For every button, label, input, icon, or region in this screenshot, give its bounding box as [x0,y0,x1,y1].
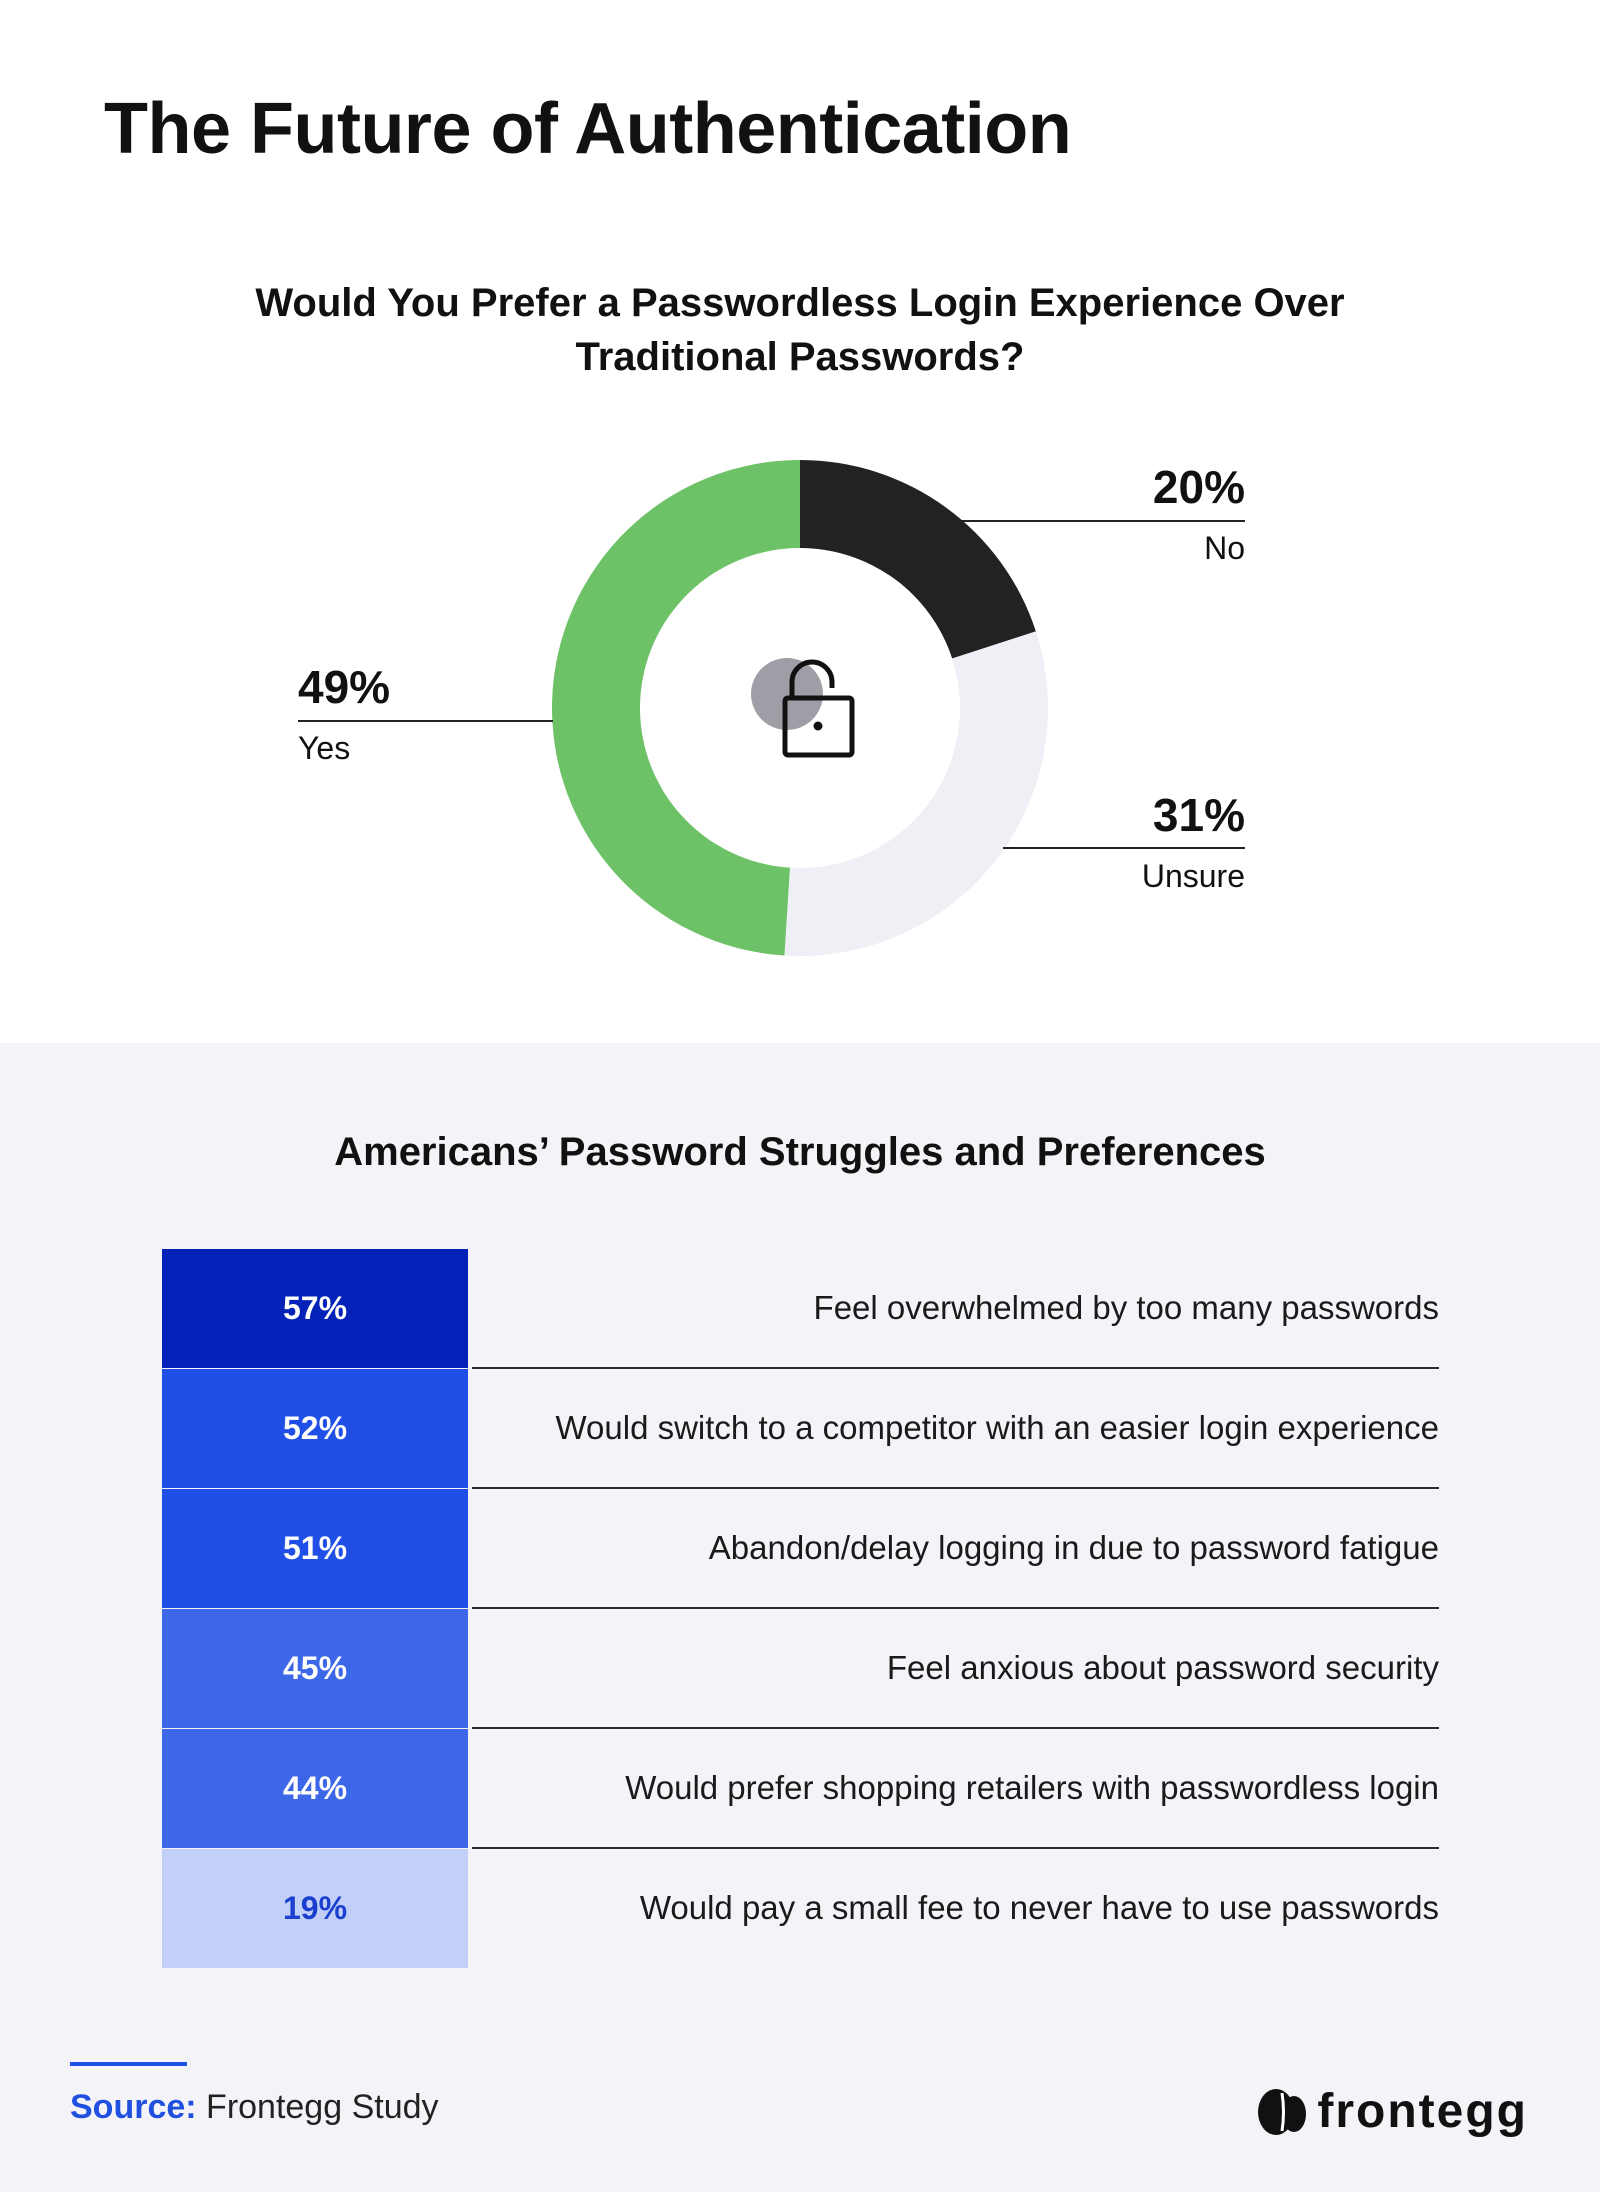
donut-chart-title-line: Traditional Passwords? [575,335,1025,379]
slice-label-unsure: Unsure [1141,858,1245,894]
slice-label-yes: Yes [298,730,351,766]
donut-slice-no [800,460,1036,659]
donut-slice-unsure [784,631,1049,956]
percentage-cell: 19% [162,1849,468,1968]
donut-chart-title: Would You Prefer a Passwordless Login Ex… [200,276,1400,384]
slice-value-no: 20% [1152,461,1245,513]
description-cell: Feel overwhelmed by too many passwords [472,1249,1439,1369]
description-cell: Would switch to a competitor with an eas… [472,1369,1439,1489]
brand-name: frontegg [1317,2085,1528,2138]
percentage-cell: 45% [162,1609,468,1728]
table-row: 51% Abandon/delay logging in due to pass… [162,1489,1439,1609]
percentage-cell: 51% [162,1489,468,1608]
slice-value-yes: 49% [298,661,391,713]
donut-slice-yes [552,460,800,956]
description-cell: Would prefer shopping retailers with pas… [472,1729,1439,1849]
table-title: Americans’ Password Struggles and Prefer… [334,1130,1266,1174]
brand-logo: frontegg [1255,2084,1528,2139]
table-row: 19% Would pay a small fee to never have … [162,1849,1439,1969]
description-cell: Feel anxious about password security [472,1609,1439,1729]
source-citation: Source: Frontegg Study [70,2088,439,2127]
donut-chart [298,460,1245,956]
source-value: Frontegg Study [206,2088,439,2126]
stats-table: 57% Feel overwhelmed by too many passwor… [162,1249,1439,1969]
source-label: Source: [70,2088,197,2126]
donut-chart-title-line: Would You Prefer a Passwordless Login Ex… [255,281,1345,325]
table-row: 44% Would prefer shopping retailers with… [162,1729,1439,1849]
slice-label-no: No [1204,530,1245,566]
percentage-cell: 52% [162,1369,468,1488]
frontegg-logo-icon [1258,2088,1307,2135]
slice-value-unsure: 31% [1152,789,1245,841]
description-cell: Abandon/delay logging in due to password… [472,1489,1439,1609]
description-cell: Would pay a small fee to never have to u… [639,1889,1439,1926]
source-divider [70,2062,187,2066]
page-title: The Future of Authentication [104,89,1072,169]
table-row: 52% Would switch to a competitor with an… [162,1369,1439,1489]
table-row: 45% Feel anxious about password security [162,1609,1439,1729]
percentage-cell: 57% [162,1249,468,1368]
table-row: 57% Feel overwhelmed by too many passwor… [162,1249,1439,1369]
percentage-cell: 44% [162,1729,468,1848]
unlocked-padlock-icon [751,658,855,758]
